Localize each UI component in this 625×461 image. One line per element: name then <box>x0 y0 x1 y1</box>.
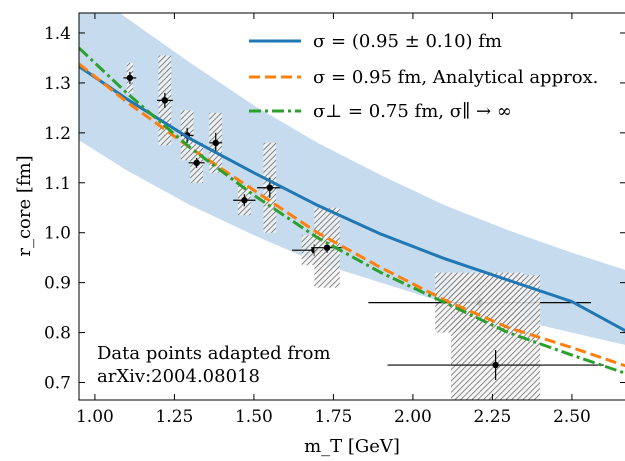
y-tick-label-6: 1.2 <box>44 124 71 144</box>
data-point-7 <box>266 184 274 191</box>
y-tick-label-5: 1.1 <box>44 174 71 194</box>
y-tick-label-8: 1.4 <box>44 24 71 44</box>
x-tick-label-6: 2.25 <box>474 407 512 427</box>
series-line-2 <box>79 62 625 368</box>
y-tick-label-2: 0.8 <box>44 324 71 344</box>
x-axis-label: m_T [GeV] <box>304 436 400 457</box>
y-tick-label-4: 1.0 <box>44 224 71 244</box>
x-tick-label-4: 1.75 <box>314 407 352 427</box>
series-line-1 <box>79 65 625 333</box>
legend-label-series-1: σ = (0.95 ± 0.10) fm <box>313 31 502 52</box>
series-line-3 <box>79 46 625 375</box>
y-tick-label-7: 1.3 <box>44 74 71 94</box>
data-point-1 <box>126 74 134 82</box>
data-point-11 <box>492 361 499 369</box>
annotation: Data points adapted from arXiv:2004.0801… <box>97 343 331 387</box>
series-lines <box>79 46 625 375</box>
data-point-5 <box>212 139 219 147</box>
data-point-9 <box>323 244 331 251</box>
annotation-line-2: arXiv:2004.08018 <box>97 366 260 387</box>
y-tick-label-1: 0.7 <box>44 374 71 394</box>
legend-label-series-2: σ = 0.95 fm, Analytical approx. <box>313 67 598 88</box>
legend-label-series-3: σ⊥ = 0.75 fm, σ∥ → ∞ <box>313 101 512 122</box>
y-axis-label: r_core [fm] <box>14 155 35 256</box>
x-tick-label-2: 1.25 <box>155 407 193 427</box>
x-tick-label-7: 2.50 <box>553 407 591 427</box>
x-tick-label-3: 1.50 <box>235 407 273 427</box>
axis-ticks: 1.00 1.25 1.50 1.75 2.00 2.25 2.50 0.7 0.8 0.9 1.0… <box>44 13 625 427</box>
band-area <box>79 13 625 345</box>
data-point-4 <box>193 159 200 167</box>
annotation-line-1: Data points adapted from <box>97 343 331 364</box>
y-tick-label-3: 0.9 <box>44 274 71 294</box>
x-tick-label-1: 1.00 <box>76 407 114 427</box>
data-point-6 <box>241 197 248 204</box>
legend: σ = (0.95 ± 0.10) fm σ = 0.95 fm, Analyt… <box>249 31 598 122</box>
x-tick-label-5: 2.00 <box>394 407 432 427</box>
plot-frame <box>78 12 625 401</box>
data-point-2 <box>161 97 169 104</box>
uncertainty-band <box>79 13 625 345</box>
